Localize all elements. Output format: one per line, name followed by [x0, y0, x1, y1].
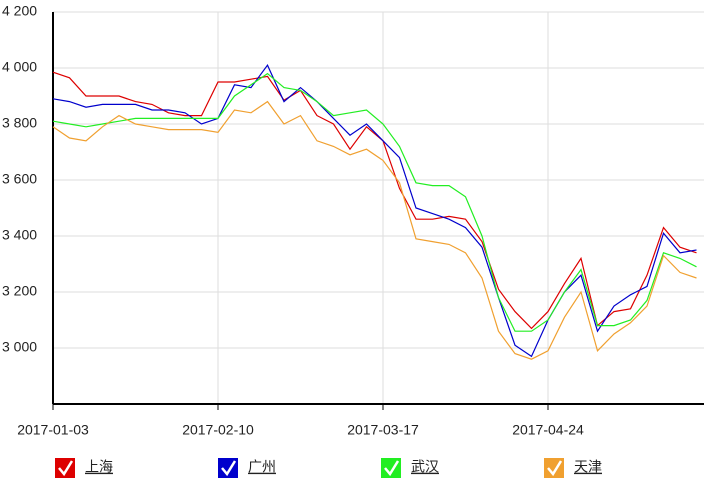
x-tick-label: 2017-03-17: [347, 422, 419, 438]
legend-label[interactable]: 广州: [248, 459, 276, 475]
legend-item[interactable]: 天津: [544, 458, 602, 478]
legend-check: [221, 460, 237, 477]
legend-check: [58, 460, 74, 477]
y-tick-label: 4 200: [2, 3, 37, 19]
y-tick-label: 4 000: [2, 59, 37, 75]
series-line: [52, 72, 697, 332]
y-tick-label: 3 400: [2, 227, 37, 243]
legend-check: [384, 460, 400, 477]
x-tick-label: 2017-01-03: [17, 422, 89, 438]
legend-label[interactable]: 上海: [85, 459, 113, 475]
legend-item[interactable]: 武汉: [381, 458, 439, 478]
series-line: [52, 64, 697, 358]
y-tick-label: 3 600: [2, 171, 37, 187]
y-tick-label: 3 000: [2, 339, 37, 355]
x-tick-label: 2017-02-10: [182, 422, 254, 438]
y-tick-label: 3 800: [2, 115, 37, 131]
legend-check: [547, 460, 563, 477]
series-line: [52, 100, 697, 360]
y-tick-label: 3 200: [2, 283, 37, 299]
series-line: [52, 71, 697, 330]
legend-label[interactable]: 天津: [574, 459, 602, 475]
legend-item[interactable]: 上海: [55, 458, 113, 478]
legend-label[interactable]: 武汉: [411, 459, 439, 475]
x-tick-label: 2017-04-24: [512, 422, 584, 438]
legend-item[interactable]: 广州: [218, 458, 276, 478]
